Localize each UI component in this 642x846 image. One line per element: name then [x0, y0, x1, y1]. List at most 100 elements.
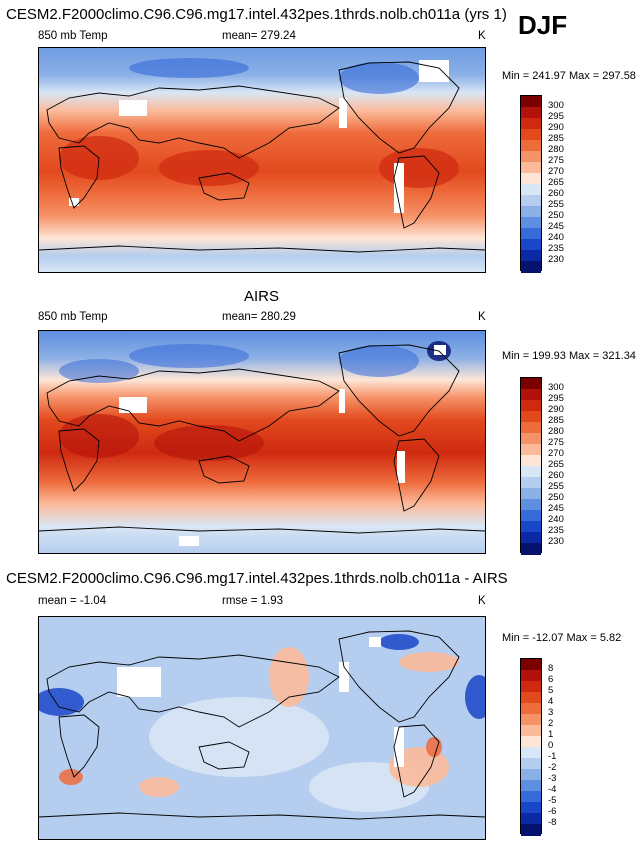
colorbar-swatch — [521, 714, 541, 726]
panel3-rmse: rmse = 1.93 — [222, 595, 284, 607]
colorbar-label: 240 — [548, 232, 564, 243]
colorbar-label: -5 — [548, 795, 557, 806]
colorbar-label: 290 — [548, 404, 564, 415]
colorbar-label: 230 — [548, 254, 564, 265]
colorbar-swatch — [521, 681, 541, 693]
colorbar-label: 285 — [548, 133, 564, 144]
colorbar-label: 260 — [548, 470, 564, 481]
colorbar-swatch — [521, 747, 541, 759]
panel1-map — [38, 47, 486, 273]
panel1-title: CESM2.F2000climo.C96.C96.mg17.intel.432p… — [6, 6, 507, 23]
colorbar-label: 245 — [548, 503, 564, 514]
colorbar-swatch — [521, 444, 541, 456]
colorbar-swatch — [521, 659, 541, 671]
colorbar-label: 275 — [548, 155, 564, 166]
panel2-mean: mean= 280.29 — [222, 311, 296, 323]
colorbar-swatch — [521, 769, 541, 781]
colorbar-swatch — [521, 96, 541, 108]
colorbar-swatch — [521, 217, 541, 229]
colorbar-swatch — [521, 532, 541, 544]
colorbar-swatch — [521, 378, 541, 390]
colorbar-swatch — [521, 239, 541, 251]
colorbar-label: 3 — [548, 707, 554, 718]
colorbar-swatch — [521, 736, 541, 748]
colorbar-swatch — [521, 433, 541, 445]
colorbar-swatch — [521, 521, 541, 533]
colorbar-label: 0 — [548, 740, 554, 751]
colorbar-label: 235 — [548, 525, 564, 536]
colorbar-swatch — [521, 400, 541, 412]
colorbar-label: 245 — [548, 221, 564, 232]
colorbar-label: 240 — [548, 514, 564, 525]
colorbar-swatch — [521, 206, 541, 218]
colorbar-swatch — [521, 140, 541, 152]
panel3-title: CESM2.F2000climo.C96.C96.mg17.intel.432p… — [6, 570, 508, 587]
colorbar-swatch — [521, 488, 541, 500]
colorbar-swatch — [521, 411, 541, 423]
colorbar-swatch — [521, 466, 541, 478]
colorbar-label: 255 — [548, 481, 564, 492]
colorbar-label: 8 — [548, 663, 554, 674]
colorbar-label: 280 — [548, 144, 564, 155]
colorbar-label: -1 — [548, 751, 557, 762]
panel1-minmax: Min = 241.97 Max = 297.58 — [502, 70, 636, 82]
colorbar-label: 6 — [548, 674, 554, 685]
colorbar-swatch — [521, 261, 541, 273]
colorbar-swatch — [521, 780, 541, 792]
colorbar-label: 280 — [548, 426, 564, 437]
colorbar-swatch — [521, 195, 541, 207]
panel3-coastlines — [39, 630, 485, 820]
panel1-map-svg — [39, 48, 485, 272]
colorbar-label: 270 — [548, 166, 564, 177]
panel1-units: K — [478, 30, 486, 42]
colorbar-swatch — [521, 422, 541, 434]
colorbar-swatch — [521, 824, 541, 836]
colorbar-label: 265 — [548, 177, 564, 188]
colorbar-swatch — [521, 129, 541, 141]
panel2-map — [38, 330, 486, 554]
colorbar-swatch — [521, 725, 541, 737]
colorbar-swatch — [521, 543, 541, 555]
colorbar-swatch — [521, 477, 541, 489]
colorbar-label: 250 — [548, 210, 564, 221]
panel3-minmax: Min = -12.07 Max = 5.82 — [502, 632, 622, 644]
panel3-map-svg — [39, 617, 485, 839]
colorbar-label: 295 — [548, 111, 564, 122]
colorbar-label: -2 — [548, 762, 557, 773]
colorbar-label: 300 — [548, 382, 564, 393]
colorbar-swatch — [521, 250, 541, 262]
panel3-map — [38, 616, 486, 840]
colorbar-label: 5 — [548, 685, 554, 696]
colorbar-swatch — [521, 389, 541, 401]
panel1-variable: 850 mb Temp — [38, 30, 108, 42]
panel2-units: K — [478, 311, 486, 323]
colorbar-label: -3 — [548, 773, 557, 784]
colorbar-swatch — [521, 703, 541, 715]
colorbar-swatch — [521, 510, 541, 522]
colorbar-swatch — [521, 162, 541, 174]
panel1-coastlines — [39, 61, 485, 253]
colorbar-label: 300 — [548, 100, 564, 111]
colorbar-label: 2 — [548, 718, 554, 729]
panel2-coastlines — [39, 344, 485, 534]
colorbar-label: 4 — [548, 696, 554, 707]
colorbar-swatch — [521, 228, 541, 240]
colorbar-label: -4 — [548, 784, 557, 795]
colorbar-label: 285 — [548, 415, 564, 426]
colorbar-label: 250 — [548, 492, 564, 503]
colorbar-swatch — [521, 692, 541, 704]
colorbar-label: -8 — [548, 817, 557, 828]
panel3-units: K — [478, 595, 486, 607]
panel2-map-svg — [39, 331, 485, 553]
panel3-mean: mean = -1.04 — [38, 595, 107, 607]
colorbar-label: 270 — [548, 448, 564, 459]
panel1-mean: mean= 279.24 — [222, 30, 296, 42]
colorbar-swatch — [521, 151, 541, 163]
colorbar-swatch — [521, 107, 541, 119]
colorbar-swatch — [521, 455, 541, 467]
colorbar-label: -6 — [548, 806, 557, 817]
colorbar-label: 265 — [548, 459, 564, 470]
colorbar-swatch — [521, 813, 541, 825]
colorbar-label: 235 — [548, 243, 564, 254]
panel2-variable: 850 mb Temp — [38, 311, 108, 323]
